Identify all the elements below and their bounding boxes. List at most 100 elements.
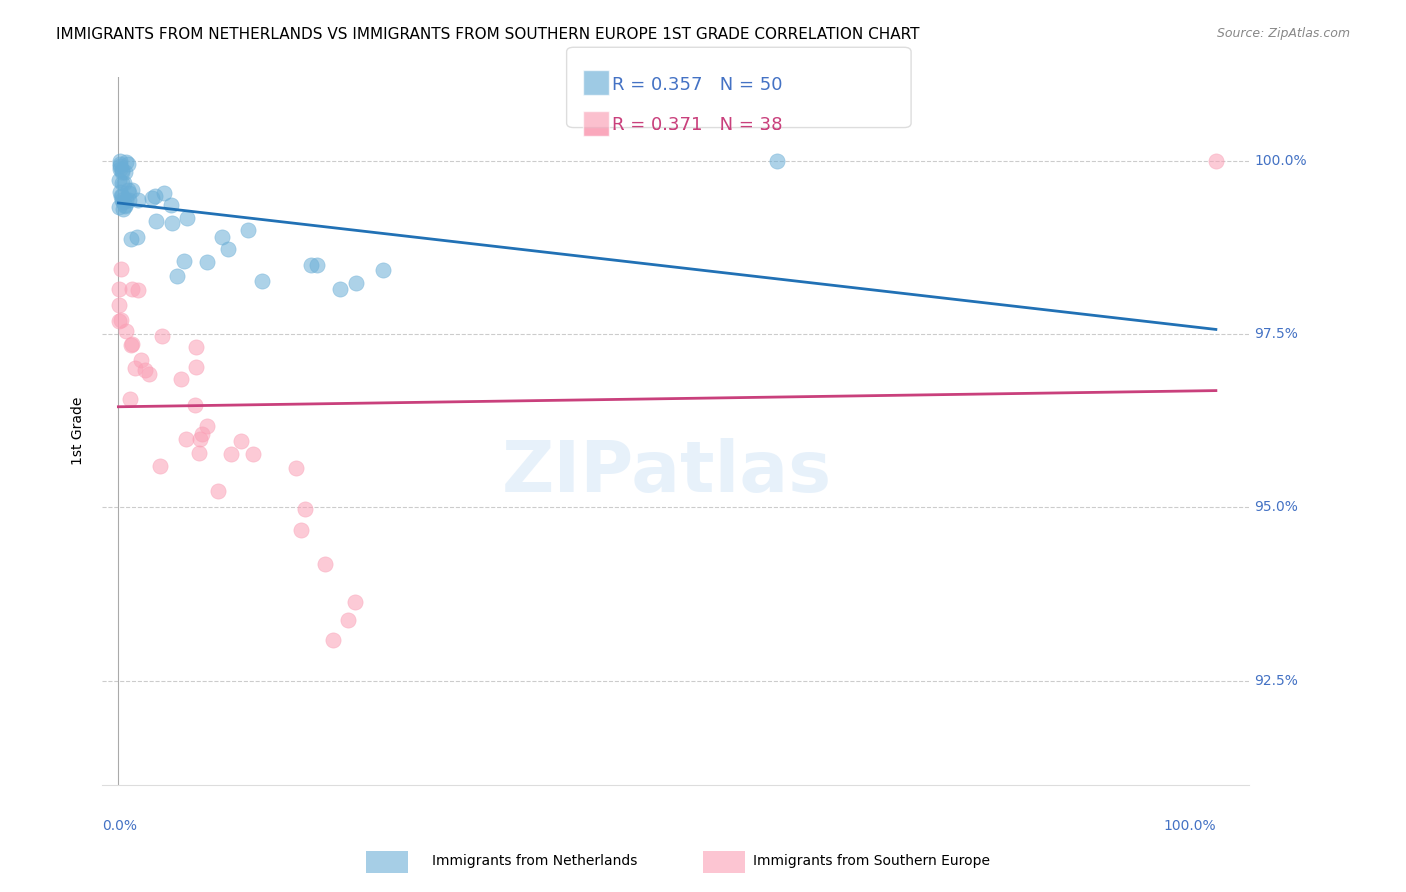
Immigrants from Netherlands [120,232,142,246]
Text: 92.5%: 92.5% [1254,673,1298,688]
Immigrants from Southern Europe [115,325,138,339]
Immigrants from Netherlands [118,193,141,207]
Immigrants from Southern Europe [131,353,153,368]
Immigrants from Netherlands [153,186,176,200]
Immigrants from Netherlands [125,229,148,244]
Immigrants from Southern Europe [174,433,197,447]
Immigrants from Southern Europe [337,613,360,627]
Immigrants from Netherlands [111,188,134,202]
Immigrants from Southern Europe [121,337,143,351]
Immigrants from Netherlands [115,155,138,169]
Immigrants from Netherlands [344,277,367,291]
Immigrants from Netherlands [110,164,132,178]
Immigrants from Southern Europe [138,367,160,381]
Immigrants from Netherlands [211,230,233,244]
Immigrants from Southern Europe [107,314,129,328]
Immigrants from Southern Europe [127,283,149,297]
Text: Immigrants from Southern Europe: Immigrants from Southern Europe [754,854,990,868]
Immigrants from Netherlands [117,157,139,171]
Immigrants from Netherlands [141,191,163,205]
Text: R = 0.357   N = 50: R = 0.357 N = 50 [612,76,782,94]
Immigrants from Southern Europe [294,502,316,516]
Text: R = 0.371   N = 38: R = 0.371 N = 38 [612,116,782,134]
Immigrants from Southern Europe [120,337,142,351]
Immigrants from Southern Europe [1205,153,1227,168]
Immigrants from Netherlands [111,193,134,207]
Immigrants from Southern Europe [170,372,193,386]
Immigrants from Netherlands [117,183,139,197]
Immigrants from Southern Europe [121,282,143,296]
Text: IMMIGRANTS FROM NETHERLANDS VS IMMIGRANTS FROM SOUTHERN EUROPE 1ST GRADE CORRELA: IMMIGRANTS FROM NETHERLANDS VS IMMIGRANT… [56,27,920,42]
Immigrants from Netherlands [114,198,136,212]
Immigrants from Southern Europe [120,392,142,406]
Immigrants from Netherlands [307,258,329,272]
Immigrants from Netherlands [176,211,198,225]
Immigrants from Southern Europe [314,557,336,571]
Text: 95.0%: 95.0% [1254,500,1298,515]
Immigrants from Netherlands [114,198,136,212]
Immigrants from Netherlands [107,200,129,214]
Y-axis label: 1st Grade: 1st Grade [72,397,86,466]
Text: 97.5%: 97.5% [1254,327,1298,341]
Immigrants from Netherlands [112,176,135,190]
Immigrants from Netherlands [121,183,143,197]
Immigrants from Netherlands [127,193,149,207]
Immigrants from Southern Europe [229,434,252,448]
Immigrants from Southern Europe [207,483,229,498]
Immigrants from Southern Europe [344,594,367,608]
Immigrants from Netherlands [112,202,135,216]
Text: Immigrants from Netherlands: Immigrants from Netherlands [432,854,637,868]
Immigrants from Southern Europe [184,398,207,412]
Text: R = 0.371   N = 38: R = 0.371 N = 38 [612,116,782,134]
Immigrants from Southern Europe [195,419,218,434]
Immigrants from Netherlands [115,193,138,207]
Immigrants from Netherlands [143,188,166,202]
Text: 100.0%: 100.0% [1254,153,1308,168]
Immigrants from Netherlands [110,163,132,178]
Immigrants from Southern Europe [290,523,312,537]
Immigrants from Netherlands [250,274,273,288]
Immigrants from Netherlands [371,262,394,277]
Immigrants from Southern Europe [191,427,214,442]
Immigrants from Netherlands [110,185,132,199]
Immigrants from Netherlands [110,161,132,176]
Immigrants from Netherlands [114,164,136,178]
Immigrants from Netherlands [217,243,239,257]
Immigrants from Southern Europe [284,460,307,475]
Text: 0.0%: 0.0% [101,820,136,833]
Immigrants from Netherlands [108,159,131,173]
Text: Source: ZipAtlas.com: Source: ZipAtlas.com [1216,27,1350,40]
Immigrants from Netherlands [108,156,131,170]
Immigrants from Southern Europe [184,340,207,354]
Immigrants from Netherlands [160,216,183,230]
Immigrants from Southern Europe [188,432,211,446]
Immigrants from Southern Europe [242,447,264,461]
Immigrants from Southern Europe [110,262,132,277]
Immigrants from Southern Europe [110,312,132,326]
Text: ZIPatlas: ZIPatlas [502,438,832,508]
Text: R = 0.357   N = 50: R = 0.357 N = 50 [612,76,782,94]
Immigrants from Netherlands [145,214,167,228]
Immigrants from Southern Europe [150,329,173,343]
Immigrants from Southern Europe [219,447,242,461]
Immigrants from Southern Europe [188,445,211,459]
Immigrants from Netherlands [108,154,131,169]
Text: 100.0%: 100.0% [1163,820,1216,833]
Immigrants from Southern Europe [124,360,146,375]
Immigrants from Netherlands [112,195,135,210]
Immigrants from Netherlands [118,186,141,201]
Immigrants from Southern Europe [149,458,172,473]
Immigrants from Netherlands [766,153,789,168]
Immigrants from Netherlands [111,176,134,190]
Immigrants from Netherlands [166,269,188,284]
Immigrants from Netherlands [173,253,195,268]
Immigrants from Netherlands [238,223,260,237]
Immigrants from Netherlands [110,189,132,203]
Immigrants from Southern Europe [107,282,129,296]
Immigrants from Netherlands [160,198,183,212]
Immigrants from Netherlands [195,254,218,268]
Immigrants from Southern Europe [108,298,131,312]
Immigrants from Netherlands [329,283,352,297]
Immigrants from Netherlands [299,259,322,273]
Immigrants from Southern Europe [322,633,344,648]
